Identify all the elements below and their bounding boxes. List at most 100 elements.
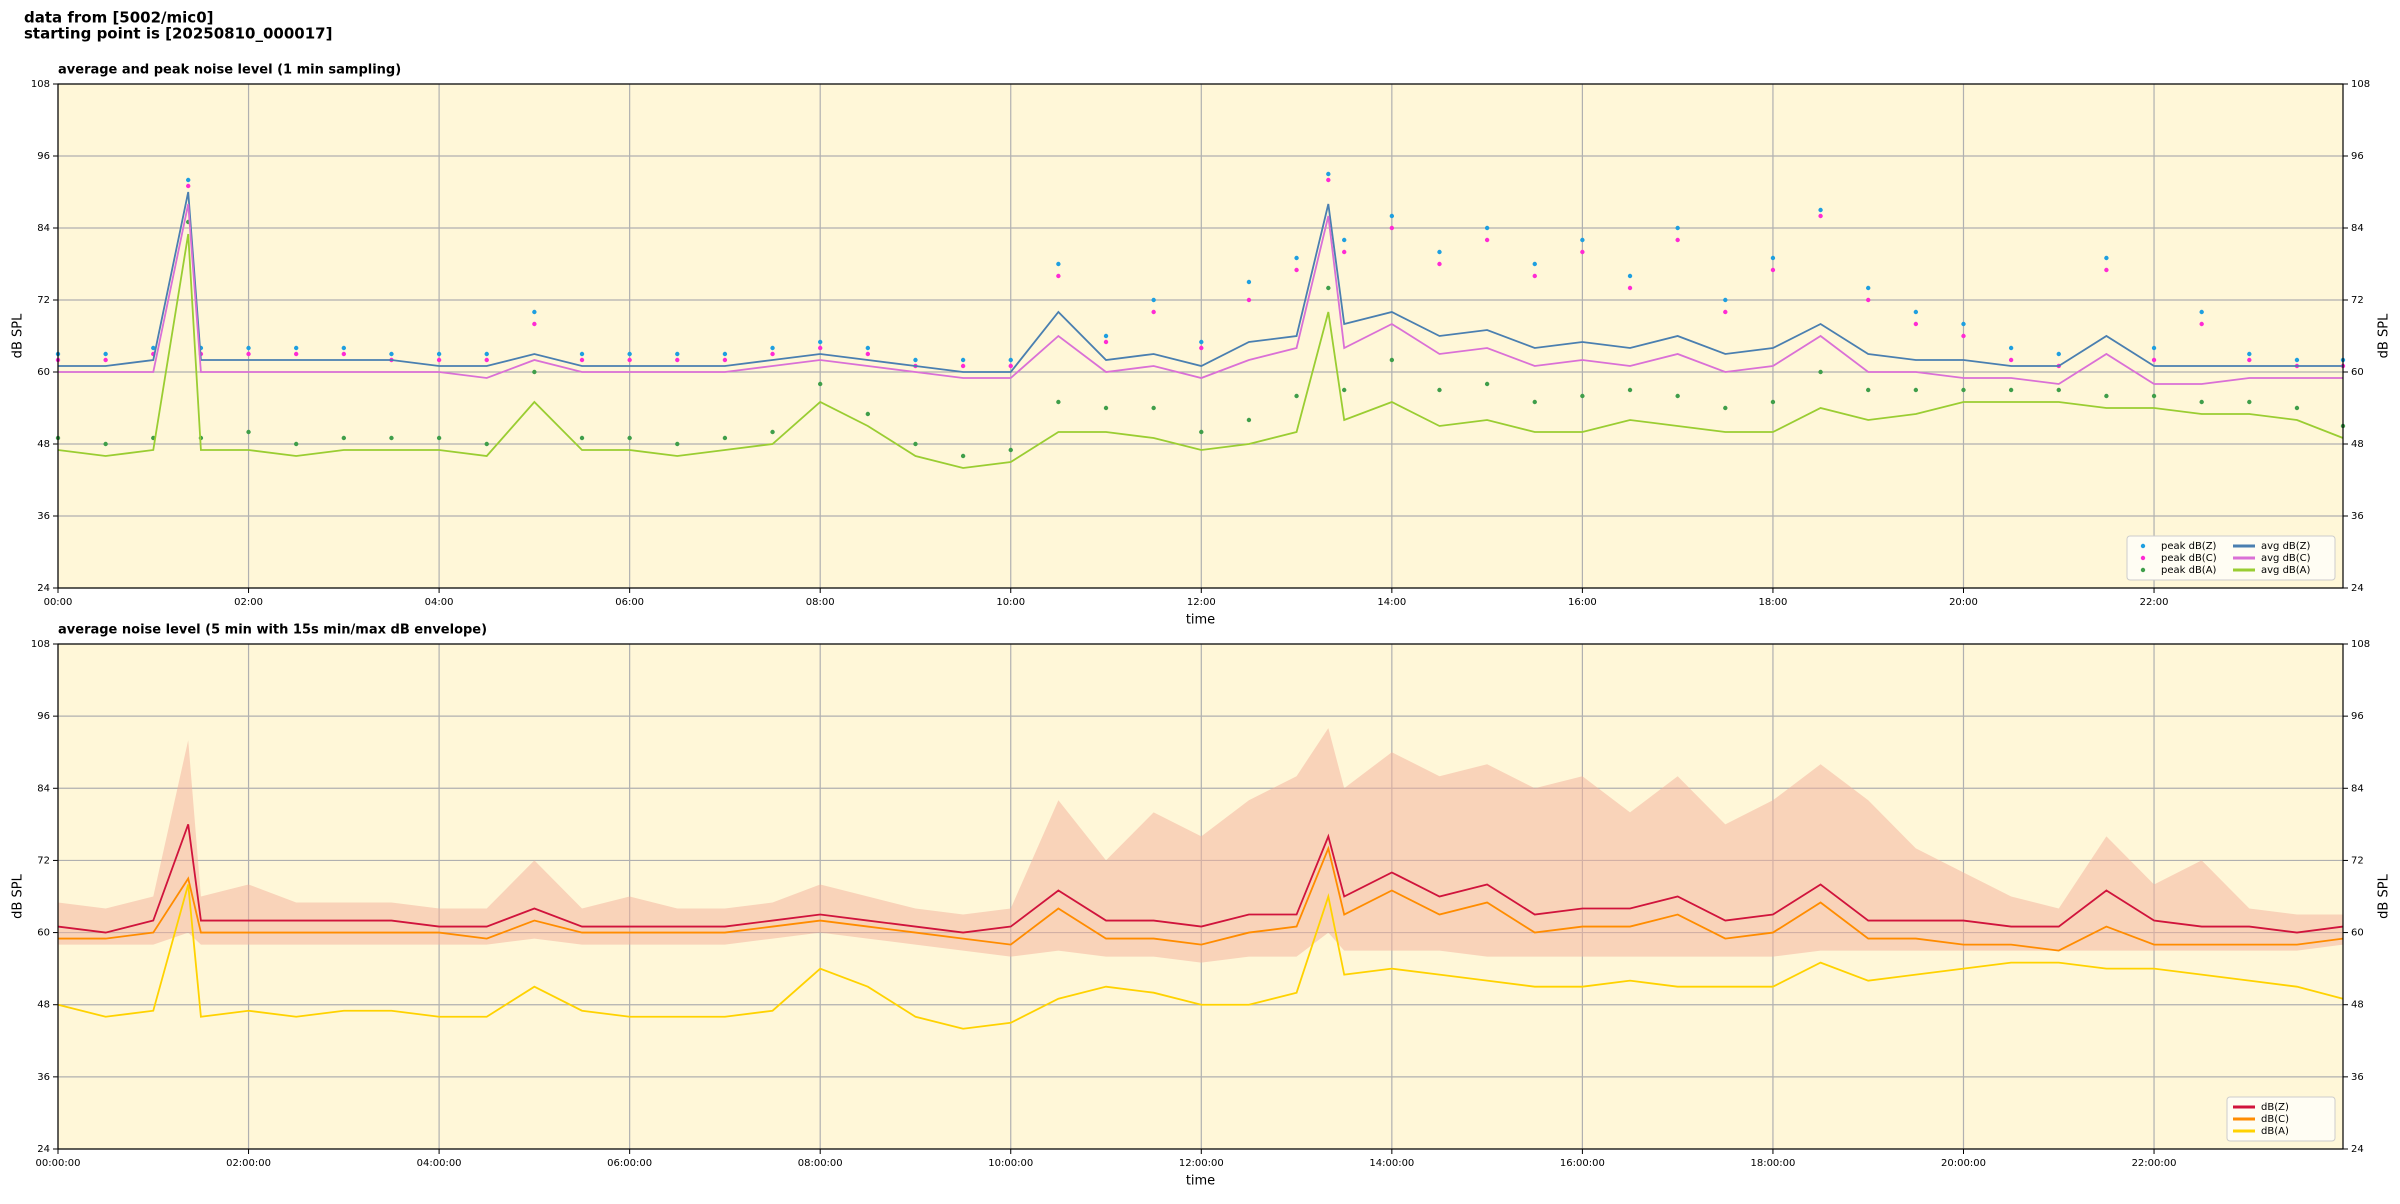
peak-point: [2104, 255, 2109, 261]
peak-point: [1627, 273, 1633, 279]
peak-point: [246, 429, 251, 435]
peak-point: [1342, 237, 1347, 243]
legend-label: avg dB(C): [2261, 553, 2311, 564]
y-tick-label: 24: [2351, 1144, 2364, 1155]
peak-point: [1246, 297, 1252, 303]
peak-point: [1961, 333, 1966, 339]
peak-point: [675, 441, 680, 447]
peak-point: [1961, 387, 1966, 393]
plot-frame: [57, 643, 2344, 1150]
peak-point: [1008, 363, 1013, 369]
peak-point: [1326, 177, 1331, 183]
peak-point: [770, 429, 775, 435]
peak-point: [1770, 255, 1776, 261]
x-tick-label: 06:00: [615, 597, 644, 608]
peak-point: [2104, 267, 2109, 273]
legend-label: dB(C): [2261, 1114, 2289, 1125]
peak-point: [627, 357, 632, 363]
peak-point: [1532, 273, 1537, 279]
peak-point: [186, 177, 191, 183]
plot-area: [58, 84, 2343, 588]
peak-point: [1008, 357, 1013, 363]
x-tick-label: 00:00:00: [36, 1158, 81, 1169]
peak-point: [1532, 399, 1537, 405]
peak-point: [1913, 309, 1919, 315]
peak-point: [1961, 321, 1966, 327]
peak-point: [389, 435, 394, 441]
y-tick-label: 84: [37, 223, 50, 234]
x-tick-label: 12:00:00: [1179, 1158, 1224, 1169]
peak-point: [1294, 267, 1299, 273]
peak-point: [627, 435, 632, 441]
y-axis-label: dB SPL: [11, 313, 26, 358]
peak-point: [293, 351, 299, 357]
peak-point: [817, 339, 823, 345]
peak-point: [1056, 399, 1061, 405]
peak-point: [770, 345, 775, 351]
peak-point: [1818, 207, 1823, 213]
legend-label: peak dB(Z): [2161, 541, 2217, 552]
peak-point: [341, 345, 347, 351]
peak-point: [1437, 249, 1442, 255]
peak-point: [1199, 345, 1204, 351]
peak-point: [436, 351, 442, 357]
plot-frame: [57, 83, 2344, 589]
y-tick-label: 108: [31, 639, 50, 650]
peak-point: [484, 351, 489, 357]
peak-point: [2199, 321, 2204, 327]
peak-point: [532, 369, 537, 375]
x-tick-label: 18:00: [1759, 597, 1788, 608]
peak-point: [293, 345, 299, 351]
peak-point: [675, 357, 680, 363]
peak-point: [1723, 309, 1728, 315]
peak-point: [1199, 339, 1204, 345]
peak-point: [1246, 279, 1252, 285]
peak-point: [1484, 381, 1490, 387]
peak-point: [151, 345, 156, 351]
peak-point: [2056, 387, 2061, 393]
peak-point: [1818, 213, 1823, 219]
y-tick-label: 108: [2351, 639, 2370, 650]
peak-point: [1294, 393, 1299, 399]
peak-point: [627, 351, 632, 357]
peak-point: [1580, 393, 1585, 399]
y-axis-label: dB SPL: [2377, 313, 2392, 358]
peak-point: [770, 351, 775, 357]
peak-point: [484, 357, 489, 363]
y-tick-label: 60: [2351, 928, 2364, 939]
peak-point: [1056, 261, 1061, 267]
peak-point: [103, 441, 108, 447]
x-tick-label: 02:00:00: [226, 1158, 271, 1169]
peak-point: [1675, 237, 1680, 243]
peak-point: [1151, 405, 1156, 411]
peak-point: [722, 435, 728, 441]
peak-point: [103, 357, 108, 363]
peak-point: [1818, 369, 1823, 375]
legend-marker: [2140, 555, 2146, 561]
x-tick-label: 20:00:00: [1941, 1158, 1986, 1169]
x-axis-label: time: [1186, 1174, 1215, 1189]
peak-point: [913, 441, 918, 447]
x-tick-label: 22:00: [2140, 597, 2169, 608]
peak-point: [1103, 339, 1109, 345]
peak-point: [2247, 351, 2252, 357]
y-tick-label: 48: [2351, 1000, 2364, 1011]
y-tick-label: 84: [2351, 783, 2364, 794]
peak-point: [1484, 237, 1490, 243]
x-tick-label: 16:00:00: [1560, 1158, 1605, 1169]
legend-label: peak dB(C): [2161, 553, 2217, 564]
legend-marker: [2140, 543, 2146, 549]
peak-point: [865, 345, 871, 351]
y-tick-label: 48: [37, 439, 50, 450]
peak-point: [2151, 393, 2157, 399]
peak-point: [341, 435, 347, 441]
peak-point: [2247, 357, 2252, 363]
peak-point: [2104, 393, 2109, 399]
legend-label: avg dB(A): [2261, 565, 2311, 576]
y-tick-label: 48: [37, 1000, 50, 1011]
series-line: [58, 203, 2343, 385]
peak-point: [293, 441, 299, 447]
y-tick-label: 84: [2351, 223, 2364, 234]
peak-point: [1389, 213, 1395, 219]
